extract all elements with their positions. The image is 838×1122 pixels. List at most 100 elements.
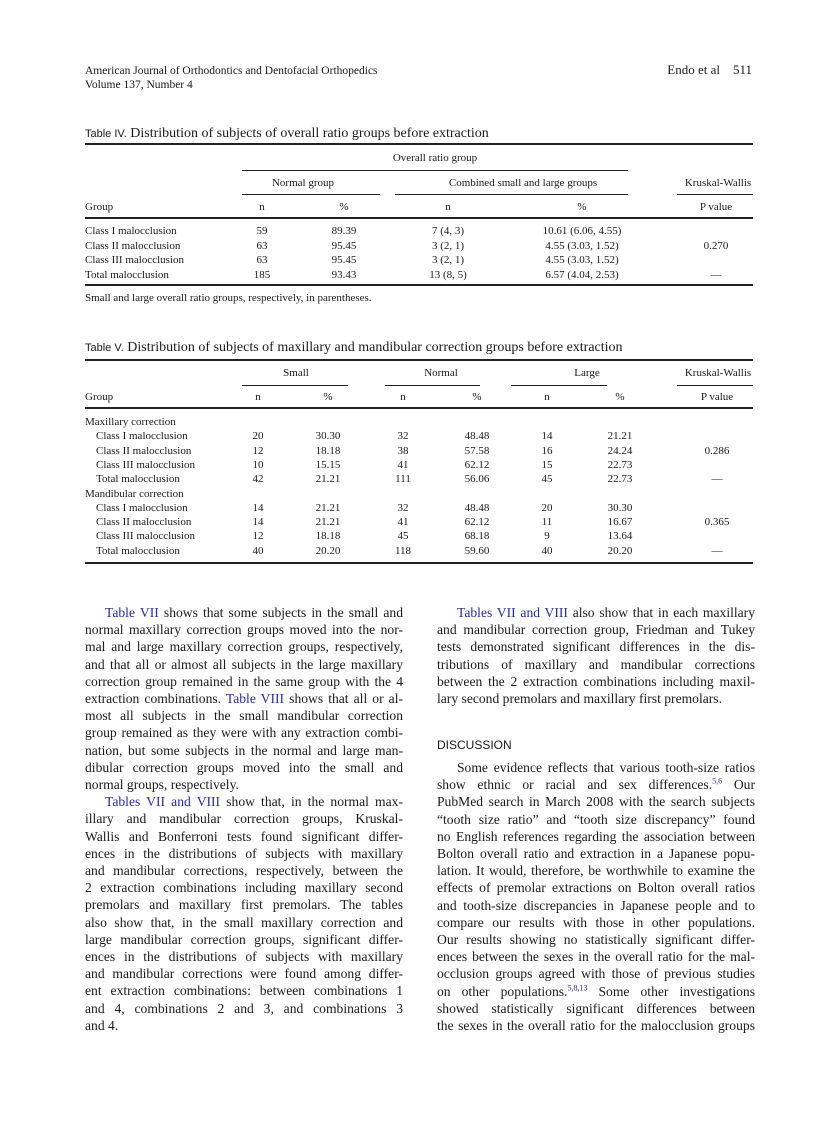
rule — [85, 359, 753, 361]
text-line: lary second premolars and maxillary firs… — [437, 690, 755, 707]
table-cell: 6.57 (4.04, 2.53) — [545, 268, 619, 281]
table-cell: 41 — [397, 458, 409, 471]
table-cell: 30.30 — [607, 501, 633, 514]
table-v-label: Table V. — [85, 342, 124, 354]
table-cell: 118 — [394, 544, 412, 557]
text-run: large mandibular correction groups, sign… — [85, 931, 403, 947]
table-reference-link[interactable]: Table VIII — [225, 691, 285, 706]
row-label: Class II malocclusion — [96, 516, 192, 529]
table-cell: 13.64 — [607, 530, 633, 543]
row-label: Total malocclusion — [85, 268, 169, 281]
table-cell: 14 — [541, 430, 553, 443]
col-header-pct: % — [577, 201, 587, 213]
table-cell: 0.270 — [703, 239, 729, 252]
running-header: American Journal of Orthodontics and Den… — [85, 64, 378, 92]
table-cell: 45 — [541, 473, 553, 486]
text-run: PubMed search in March 2008 with the sea… — [437, 794, 755, 810]
rule — [677, 385, 753, 386]
row-label: Class III malocclusion — [96, 458, 195, 471]
row-section-label: Maxillary correction — [85, 416, 176, 428]
text-line: Tables VII and VIII also show that in ea… — [457, 604, 755, 621]
citation-superscript[interactable]: 5,6 — [712, 776, 723, 786]
text-line: and tooth-size discrepancies in Japanese… — [437, 897, 755, 914]
text-run: ences in the distributions of subjects w… — [85, 845, 403, 861]
table-cell: 62.12 — [464, 458, 490, 471]
text-line: and 4, combinations 2 and 3, and combina… — [85, 1000, 403, 1017]
page-number: 511 — [732, 62, 752, 77]
col-header-n: n — [445, 201, 451, 213]
table-v-title: Table V. Distribution of subjects of max… — [85, 340, 623, 356]
table-cell: 10.61 (6.06, 4.55) — [542, 225, 622, 237]
col-header: % — [472, 391, 482, 403]
text-run: between the 2 extraction combinations in… — [437, 673, 755, 689]
text-line: Table VII shows that some subjects in th… — [105, 604, 403, 621]
group-header-large: Large — [574, 367, 600, 379]
text-run: and mandibular correction group, Friedma… — [437, 622, 755, 638]
rule — [85, 284, 753, 286]
text-line: mal and large maxillary correction group… — [85, 638, 403, 655]
table-cell: 32 — [397, 430, 409, 443]
text-run: lation. It would, therefore, be worthwhi… — [437, 863, 755, 879]
table-cell: 95.45 — [331, 239, 357, 252]
table-cell: 21.21 — [315, 501, 341, 514]
table-cell: 20 — [541, 501, 553, 514]
text-line: extraction combinations. Table VIII show… — [85, 690, 403, 707]
text-run: also show that, in the small maxillary c… — [85, 914, 403, 930]
row-label: Class I malocclusion — [85, 225, 177, 237]
rule — [385, 385, 480, 386]
table-cell: 45 — [397, 530, 409, 543]
row-label: Class III malocclusion — [96, 530, 195, 543]
text-run: ences between the sexes in the overall r… — [437, 949, 755, 965]
text-line: compare our results with those in other … — [437, 914, 755, 931]
text-run: show that, in the normal max- — [220, 794, 403, 810]
table-cell: 89.39 — [331, 225, 357, 237]
table-cell: 7 (4, 3) — [431, 225, 465, 237]
journal-name: American Journal of Orthodontics and Den… — [85, 65, 378, 77]
col-header-p: P value — [699, 201, 733, 213]
text-run: Bolton overall ratio and extraction in a… — [437, 846, 755, 861]
text-line: ences in the distributions of subjects w… — [85, 948, 403, 965]
citation-superscript[interactable]: 5,8,13 — [567, 983, 588, 993]
rule — [511, 385, 607, 386]
table-cell: 21.21 — [315, 473, 341, 486]
text-run: Some other investigations — [587, 983, 755, 999]
text-line: illary and mandibular correction groups,… — [85, 810, 403, 827]
table-cell: 18.18 — [315, 444, 341, 457]
table-reference-link[interactable]: Table VII — [105, 605, 159, 620]
text-line: large mandibular correction groups, sign… — [85, 931, 403, 948]
text-run: lary second premolars and maxillary firs… — [437, 691, 722, 706]
text-line: on other populations.5,8,13 Some other i… — [437, 983, 755, 1000]
text-run: the sexes in the overall ratio for the m… — [437, 1018, 755, 1033]
table-cell: 111 — [395, 473, 411, 486]
text-run: and 4. — [85, 1017, 119, 1033]
text-run: extraction combinations. — [85, 691, 226, 706]
text-run: and mandibular corrections were found am… — [85, 966, 403, 982]
table-cell: 16 — [541, 444, 553, 457]
col-header: n — [255, 391, 261, 403]
row-label: Class II malocclusion — [85, 239, 181, 252]
text-line: tributions of maxillary and mandibular c… — [437, 656, 755, 673]
text-line: premolars and maxillary first premolars.… — [85, 896, 403, 913]
table-cell: 59 — [256, 225, 268, 237]
table-cell: 15.15 — [315, 458, 341, 471]
table-cell: 4.55 (3.03, 1.52) — [545, 239, 619, 252]
text-run: most all subjects in the small mandibula… — [85, 708, 403, 724]
table-reference-link[interactable]: Tables VII and VIII — [105, 794, 221, 810]
table-cell: 21.21 — [315, 516, 341, 529]
table-reference-link[interactable]: Tables VII and VIII — [457, 605, 568, 620]
text-line: normal maxillary correction groups moved… — [85, 621, 403, 638]
section-heading-discussion: DISCUSSION — [437, 738, 512, 752]
group-header-combined: Combined small and large groups — [448, 177, 598, 189]
text-line: lation. It would, therefore, be worthwhi… — [437, 862, 755, 879]
table-iv-title: Table IV. Distribution of subjects of ov… — [85, 126, 489, 142]
text-line: correction group remained in the same gr… — [85, 673, 403, 690]
text-line: group remained as they were with any ext… — [85, 724, 403, 741]
rule — [395, 194, 628, 195]
table-cell: 42 — [252, 473, 264, 486]
col-header: % — [323, 391, 333, 403]
table-iv-label: Table IV. — [85, 128, 127, 140]
row-section-label: Mandibular correction — [85, 487, 184, 500]
text-run: and that all or almost all subjects in t… — [85, 656, 403, 672]
rule — [85, 562, 753, 564]
table-cell: 14 — [252, 516, 264, 529]
